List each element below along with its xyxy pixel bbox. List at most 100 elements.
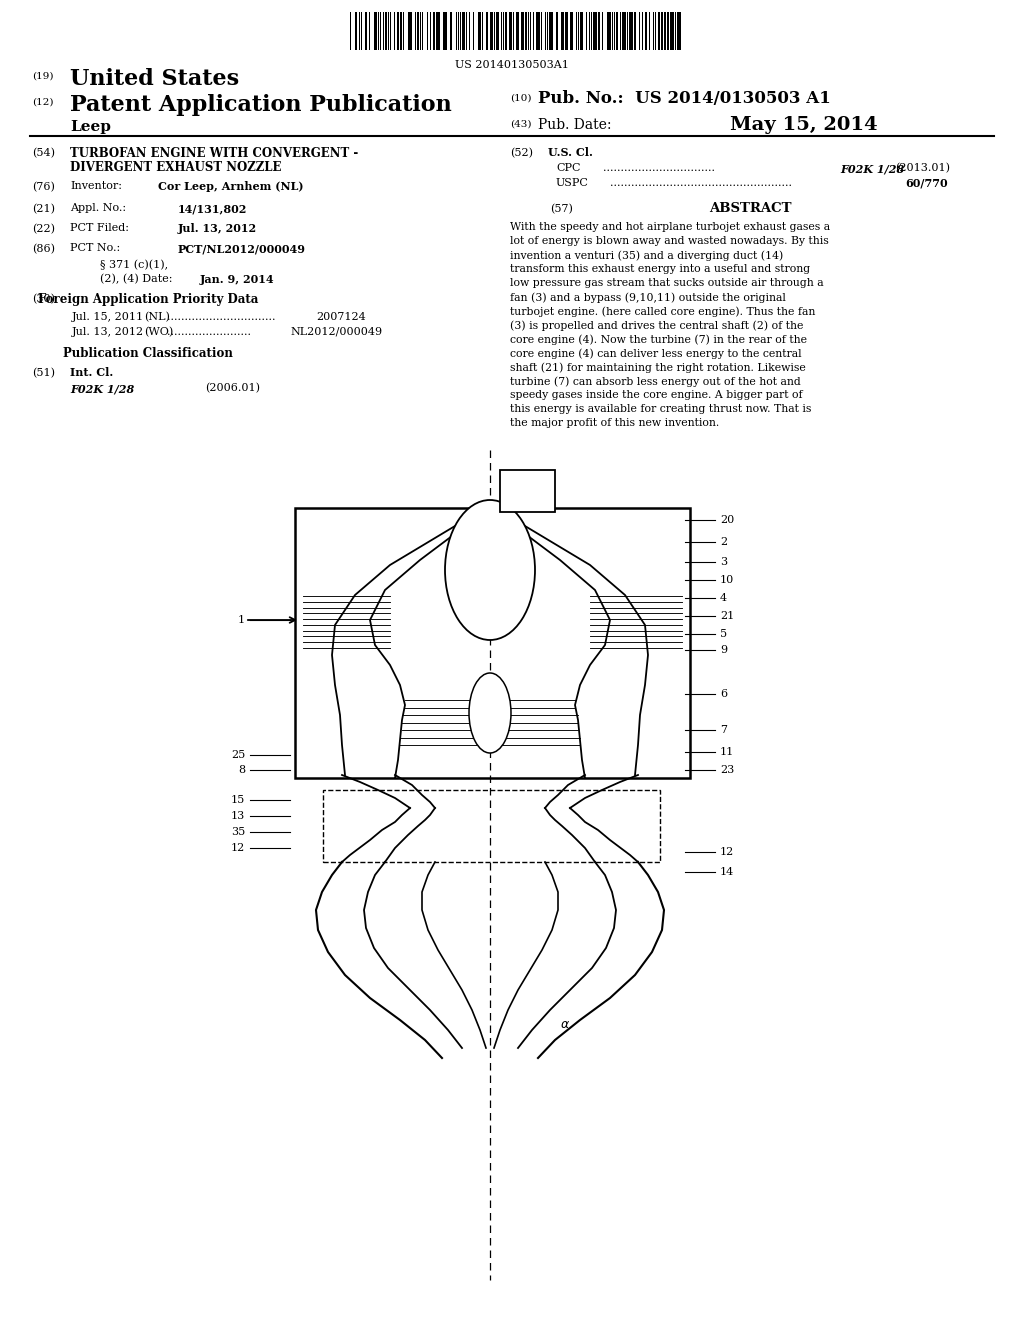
Text: Publication Classification: Publication Classification [63, 347, 232, 360]
Bar [323, 789, 660, 862]
Text: (10): (10) [510, 94, 531, 103]
Text: 21: 21 [720, 611, 734, 620]
Text: 3: 3 [720, 557, 727, 568]
Text: 10: 10 [720, 576, 734, 585]
Bar [500, 470, 555, 512]
Bar [525, 12, 527, 50]
Bar [417, 12, 419, 50]
Bar [516, 12, 519, 50]
Text: 9: 9 [720, 645, 727, 655]
Text: the major profit of this new invention.: the major profit of this new invention. [510, 418, 719, 428]
Text: Pub. No.:  US 2014/0130503 A1: Pub. No.: US 2014/0130503 A1 [538, 90, 830, 107]
Text: shaft (21) for maintaining the right rotation. Likewise: shaft (21) for maintaining the right rot… [510, 362, 806, 372]
Text: PCT Filed:: PCT Filed: [70, 223, 129, 234]
Bar [385, 12, 387, 50]
Bar [556, 12, 558, 50]
Bar [433, 12, 435, 50]
Text: F02K 1/28: F02K 1/28 [840, 162, 904, 174]
Bar [667, 12, 669, 50]
Text: low pressure gas stream that sucks outside air through a: low pressure gas stream that sucks outsi… [510, 279, 823, 288]
Ellipse shape [445, 500, 535, 640]
Text: Jul. 13, 2012: Jul. 13, 2012 [72, 327, 144, 337]
Text: (WO): (WO) [144, 327, 173, 338]
Text: (54): (54) [32, 148, 55, 158]
Text: speedy gases inside the core engine. A bigger part of: speedy gases inside the core engine. A b… [510, 389, 803, 400]
Bar [397, 12, 399, 50]
Text: (22): (22) [32, 224, 55, 235]
Bar [670, 12, 674, 50]
Bar [658, 12, 660, 50]
Text: NL2012/000049: NL2012/000049 [290, 327, 382, 337]
Text: lot of energy is blown away and wasted nowadays. By this: lot of energy is blown away and wasted n… [510, 236, 828, 246]
Text: ....................................................: ........................................… [610, 178, 792, 187]
Text: (21): (21) [32, 205, 55, 214]
Bar [616, 12, 618, 50]
Bar [496, 12, 499, 50]
Text: 35: 35 [230, 828, 245, 837]
Text: turbojet engine. (here called core engine). Thus the fan: turbojet engine. (here called core engin… [510, 306, 815, 317]
Bar [408, 12, 412, 50]
Text: 15: 15 [230, 795, 245, 805]
Text: 12: 12 [230, 843, 245, 853]
Text: TURBOFAN ENGINE WITH CONVERGENT -: TURBOFAN ENGINE WITH CONVERGENT - [70, 147, 358, 160]
Bar [490, 12, 493, 50]
Bar [295, 508, 690, 777]
Ellipse shape [469, 673, 511, 752]
Text: (57): (57) [550, 205, 572, 214]
Text: 5: 5 [720, 630, 727, 639]
Text: 11: 11 [720, 747, 734, 756]
Text: 13: 13 [230, 810, 245, 821]
Bar [486, 12, 488, 50]
Text: USPC: USPC [556, 178, 589, 187]
Bar [374, 12, 377, 50]
Text: 25: 25 [230, 750, 245, 760]
Bar [629, 12, 633, 50]
Bar [570, 12, 573, 50]
Text: F02K 1/28: F02K 1/28 [70, 383, 134, 393]
Bar [462, 12, 465, 50]
Text: Patent Application Publication: Patent Application Publication [70, 94, 452, 116]
Text: Jul. 15, 2011: Jul. 15, 2011 [72, 312, 144, 322]
Text: core engine (4) can deliver less energy to the central: core engine (4) can deliver less energy … [510, 348, 802, 359]
Text: Int. Cl.: Int. Cl. [70, 367, 114, 378]
Text: CPC: CPC [556, 162, 581, 173]
Text: (30): (30) [32, 294, 55, 305]
Text: 2: 2 [720, 537, 727, 546]
Text: Jul. 13, 2012: Jul. 13, 2012 [178, 223, 257, 234]
Text: (43): (43) [510, 120, 531, 129]
Bar [549, 12, 553, 50]
Bar [561, 12, 564, 50]
Text: ...............................: ............................... [167, 312, 275, 322]
Text: Jan. 9, 2014: Jan. 9, 2014 [200, 275, 274, 285]
Text: (3) is propelled and drives the central shaft (2) of the: (3) is propelled and drives the central … [510, 319, 804, 330]
Text: ABSTRACT: ABSTRACT [709, 202, 792, 215]
Bar [645, 12, 647, 50]
Text: core engine (4). Now the turbine (7) in the rear of the: core engine (4). Now the turbine (7) in … [510, 334, 807, 345]
Text: (2), (4) Date:: (2), (4) Date: [100, 275, 172, 284]
Bar [622, 12, 626, 50]
Bar [355, 12, 357, 50]
Bar [509, 12, 512, 50]
Text: (86): (86) [32, 244, 55, 255]
Text: (2006.01): (2006.01) [205, 383, 260, 393]
Text: 60/770: 60/770 [905, 178, 948, 189]
Bar [677, 12, 681, 50]
Text: DIVERGENT EXHAUST NOZZLE: DIVERGENT EXHAUST NOZZLE [70, 161, 282, 174]
Text: May 15, 2014: May 15, 2014 [730, 116, 878, 135]
Bar [536, 12, 540, 50]
Bar [443, 12, 447, 50]
Bar [565, 12, 568, 50]
Bar [580, 12, 583, 50]
Text: With the speedy and hot airplane turbojet exhaust gases a: With the speedy and hot airplane turboje… [510, 222, 830, 232]
Bar [662, 12, 663, 50]
Bar [478, 12, 481, 50]
Text: ................................: ................................ [603, 162, 715, 173]
Bar [450, 12, 452, 50]
Text: Leep: Leep [70, 120, 111, 135]
Bar [598, 12, 600, 50]
Bar [365, 12, 367, 50]
Text: Inventor:: Inventor: [70, 181, 122, 191]
Bar [521, 12, 524, 50]
Text: (NL): (NL) [144, 312, 170, 322]
Text: Appl. No.:: Appl. No.: [70, 203, 126, 213]
